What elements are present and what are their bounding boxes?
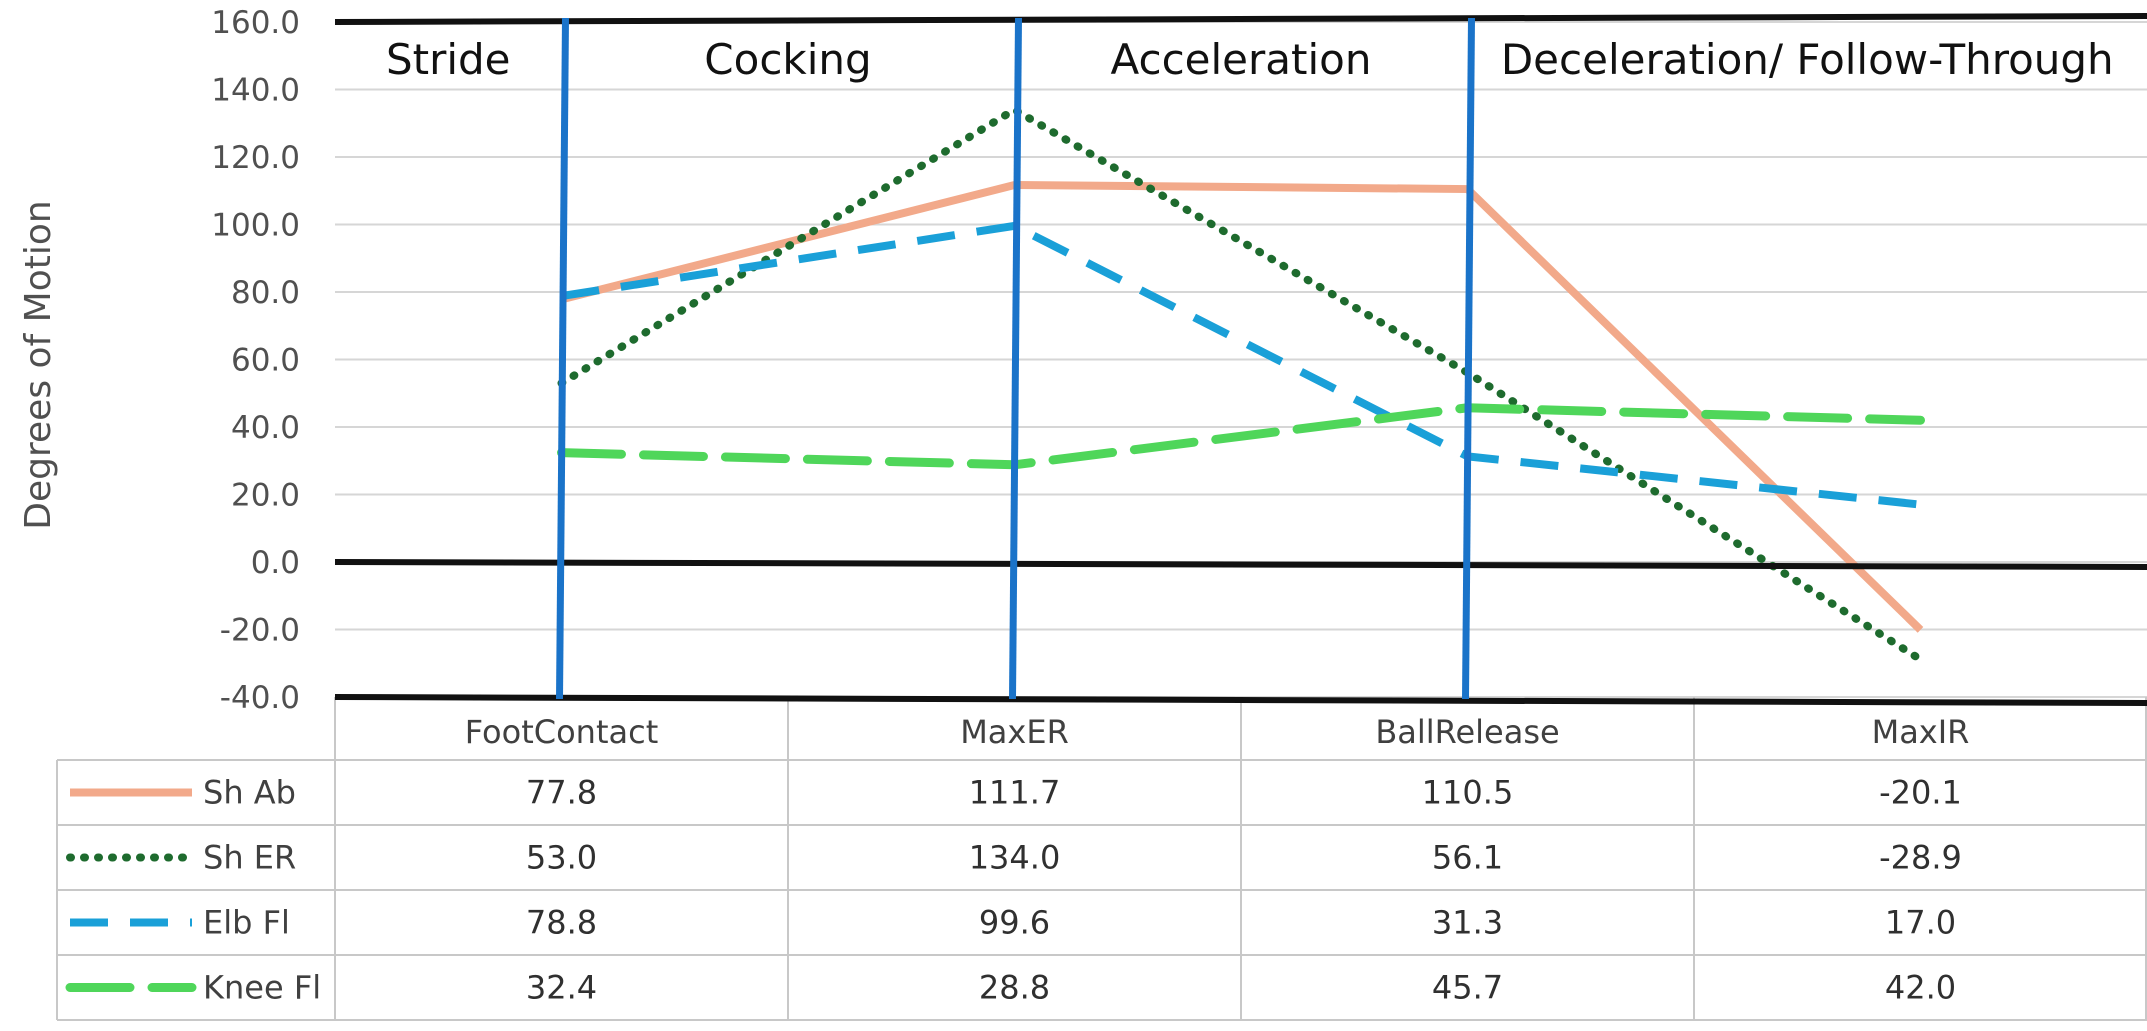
phase-label: Cocking: [704, 35, 871, 84]
table-value: 111.7: [969, 774, 1061, 812]
table-value: 99.6: [979, 904, 1050, 942]
series-line: [557, 105, 1925, 664]
chart-top-border: [334, 13, 2147, 25]
table-value: 53.0: [526, 839, 597, 877]
y-axis-label: Degrees of Motion: [18, 200, 59, 529]
y-tick-label: -20.0: [220, 613, 300, 649]
y-tick-label: 80.0: [231, 275, 300, 311]
y-tick-label: 100.0: [211, 208, 300, 244]
phase-divider-line: [1009, 17, 1022, 700]
table-value: 134.0: [969, 839, 1061, 877]
legend-entry: Sh Ab: [203, 774, 296, 812]
table-value: 45.7: [1432, 969, 1503, 1007]
phase-label: Deceleration/ Follow-Through: [1501, 35, 2114, 84]
y-tick-label: 0.0: [251, 545, 300, 581]
series-line: [560, 221, 1921, 509]
y-tick-label: -40.0: [220, 680, 300, 716]
phase-divider-line: [556, 17, 569, 700]
y-tick-label: 40.0: [231, 410, 300, 446]
table-value: 32.4: [526, 969, 597, 1007]
legend-entry: Elb Fl: [203, 904, 290, 942]
table-value: 77.8: [526, 774, 597, 812]
legend-entry: Sh ER: [203, 839, 296, 877]
y-tick-label: 120.0: [211, 140, 300, 176]
phase-label: Stride: [386, 35, 511, 84]
phase-divider-line: [1462, 17, 1475, 700]
table-value: 28.8: [979, 969, 1050, 1007]
table-value: 110.5: [1422, 774, 1514, 812]
legend-entry: Knee Fl: [203, 969, 321, 1007]
x-category-label: BallRelease: [1375, 713, 1559, 751]
phase-label: Acceleration: [1111, 35, 1372, 84]
table-value: 78.8: [526, 904, 597, 942]
x-axis-line: [334, 694, 2147, 706]
x-category-label: MaxER: [960, 713, 1069, 751]
y-tick-label: 140.0: [211, 73, 300, 109]
table-value: -28.9: [1879, 839, 1962, 877]
table-value: -20.1: [1879, 774, 1962, 812]
series-line: [557, 403, 1925, 470]
y-tick-label: 20.0: [231, 478, 300, 514]
y-tick-label: 160.0: [211, 5, 300, 41]
table-value: 17.0: [1885, 904, 1956, 942]
y-tick-label: 60.0: [231, 343, 300, 379]
table-value: 42.0: [1885, 969, 1956, 1007]
table-value: 56.1: [1432, 839, 1503, 877]
table-value: 31.3: [1432, 904, 1503, 942]
x-category-label: MaxIR: [1872, 713, 1970, 751]
x-category-label: FootContact: [465, 713, 658, 751]
zero-axis-line: [334, 559, 2147, 570]
